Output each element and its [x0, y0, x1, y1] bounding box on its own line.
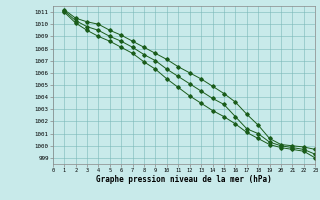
X-axis label: Graphe pression niveau de la mer (hPa): Graphe pression niveau de la mer (hPa) [96, 175, 272, 184]
